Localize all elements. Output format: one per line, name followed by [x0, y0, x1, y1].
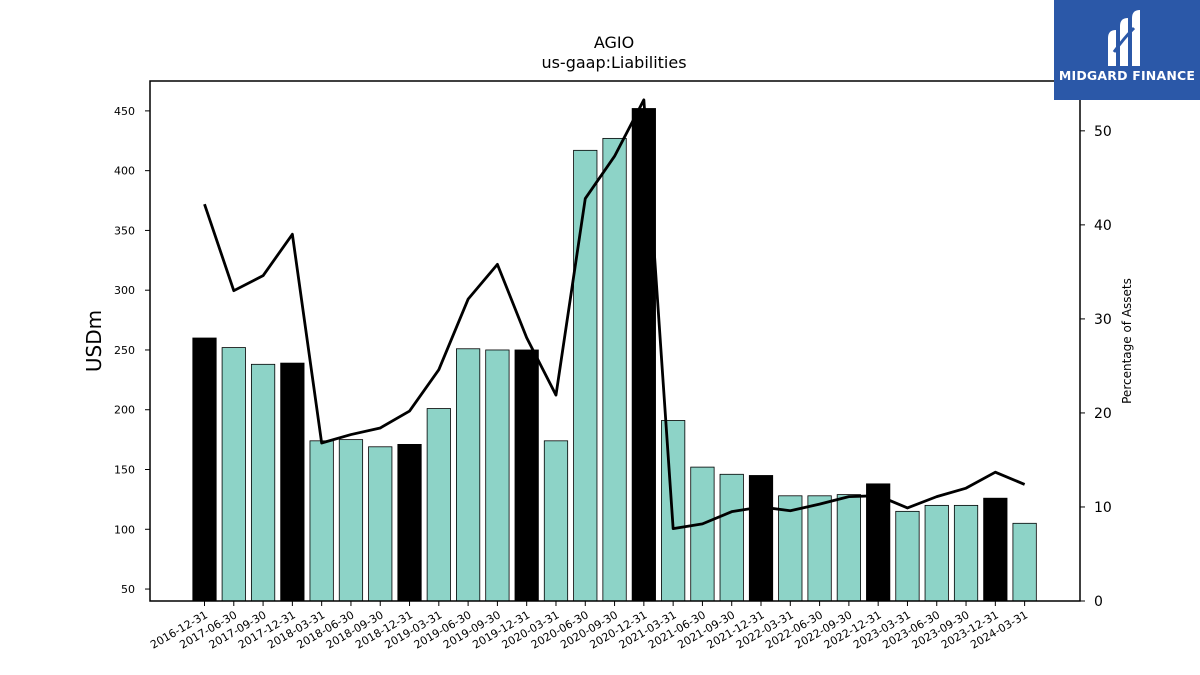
y-tick-label: 150 — [114, 464, 135, 477]
y-axis-label: USDm — [82, 310, 106, 372]
bar-2017-06-30 — [221, 347, 246, 602]
bar-2017-12-31 — [280, 362, 305, 602]
logo-text: MIDGARD FINANCE — [1058, 68, 1196, 83]
y2-tick-label: 50 — [1094, 124, 1112, 140]
bar-2019-03-31 — [426, 408, 451, 602]
bar-2020-06-30 — [573, 149, 598, 602]
y-tick-label: 200 — [114, 404, 135, 417]
bar-2022-09-30 — [836, 494, 861, 602]
bar-2023-12-31 — [983, 497, 1008, 602]
chart-title: AGIO — [594, 33, 634, 52]
y-tick-label: 300 — [114, 284, 135, 297]
y2-tick-label: 10 — [1094, 500, 1112, 516]
y-tick-label: 250 — [114, 344, 135, 357]
midgard-finance-logo: MIDGARD FINANCE — [1054, 0, 1200, 100]
bar-2018-06-30 — [338, 439, 364, 602]
bar-2019-12-31 — [514, 349, 539, 602]
y-tick-label: 50 — [121, 583, 135, 596]
percentage-line — [203, 98, 1026, 530]
y-tick-label: 350 — [114, 224, 135, 237]
bar-2023-09-30 — [953, 504, 979, 602]
line-layer — [203, 98, 1026, 530]
bar-2022-12-31 — [866, 483, 891, 602]
bar-2021-06-30 — [690, 466, 715, 602]
bar-2019-09-30 — [485, 349, 510, 602]
bars-layer — [192, 108, 1037, 602]
bar-2022-06-30 — [807, 495, 832, 602]
bar-2021-09-30 — [719, 473, 744, 602]
bar-2018-09-30 — [368, 446, 393, 602]
bar-2024-03-31 — [1012, 522, 1037, 602]
bar-2023-03-31 — [895, 510, 920, 602]
y-tick-label: 400 — [114, 165, 135, 178]
y2-tick-label: 30 — [1094, 312, 1112, 328]
bar-2016-12-31 — [192, 337, 217, 602]
bar-2017-09-30 — [250, 363, 276, 602]
y-tick-label: 450 — [114, 105, 135, 118]
chart-subtitle: us-gaap:Liabilities — [541, 53, 686, 72]
bar-2020-09-30 — [602, 137, 627, 602]
bar-2021-12-31 — [748, 475, 774, 602]
bar-2023-06-30 — [924, 504, 949, 602]
bar-2019-06-30 — [456, 348, 481, 602]
y-tick-label: 100 — [114, 523, 135, 536]
bar-2020-12-31 — [631, 108, 656, 602]
midgard-logo-icon — [1108, 10, 1140, 66]
bar-2018-03-31 — [309, 440, 334, 602]
y2-tick-label: 0 — [1094, 594, 1103, 610]
y2-tick-label: 40 — [1094, 218, 1112, 234]
y2-axis-label: Percentage of Assets — [1120, 278, 1134, 404]
bar-2020-03-31 — [543, 440, 569, 602]
bar-2018-12-31 — [397, 443, 422, 602]
y2-tick-label: 20 — [1094, 406, 1112, 422]
